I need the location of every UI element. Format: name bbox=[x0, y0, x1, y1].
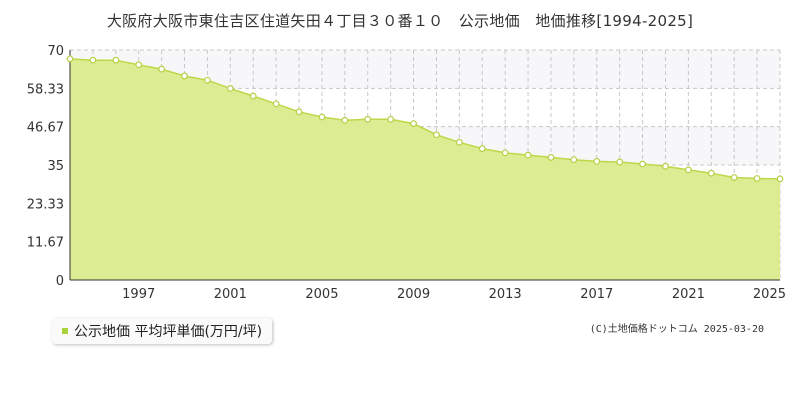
data-point bbox=[662, 162, 669, 170]
y-tick-label: 35 bbox=[47, 159, 64, 174]
y-tick-label: 46.67 bbox=[27, 121, 64, 136]
series-line bbox=[69, 58, 781, 180]
x-tick-label: 2009 bbox=[397, 287, 430, 302]
data-point bbox=[410, 120, 417, 127]
data-points bbox=[66, 55, 784, 183]
x-tick-label: 2017 bbox=[580, 287, 613, 302]
data-point bbox=[616, 158, 624, 166]
legend-label: 公示地価 平均坪単価(万円/坪) bbox=[74, 324, 263, 340]
data-point bbox=[272, 100, 280, 108]
data-point bbox=[707, 169, 715, 177]
x-tick-label: 2013 bbox=[489, 287, 522, 302]
legend-swatch bbox=[62, 328, 68, 334]
x-tick-label: 2025 bbox=[753, 287, 786, 302]
data-point bbox=[226, 85, 234, 92]
data-point bbox=[66, 55, 74, 63]
data-point bbox=[89, 56, 97, 64]
data-point bbox=[112, 56, 120, 64]
chart-title: 大阪府大阪市東住吉区住道矢田４丁目３０番１０ 公示地価 地価推移[1994-20… bbox=[106, 12, 694, 30]
legend: 公示地価 平均坪単価(万円/坪) bbox=[52, 318, 273, 344]
y-tick-labels: 0 11.67 23.33 35 46.67 58.33 70 bbox=[27, 44, 64, 289]
data-point bbox=[547, 154, 555, 161]
y-tick-label: 0 bbox=[56, 274, 64, 289]
x-tick-label: 2021 bbox=[672, 287, 705, 302]
data-point bbox=[249, 92, 257, 100]
data-point bbox=[318, 113, 326, 121]
data-point bbox=[570, 156, 578, 164]
x-tick-labels: 1997 2001 2005 2009 2013 2017 2021 2025 bbox=[122, 287, 786, 302]
x-tick-label: 2005 bbox=[305, 287, 338, 302]
data-point bbox=[684, 166, 692, 174]
data-point bbox=[753, 175, 761, 182]
data-point bbox=[204, 76, 211, 84]
data-point bbox=[730, 174, 738, 181]
data-point bbox=[478, 145, 486, 152]
data-point bbox=[158, 65, 166, 73]
data-point bbox=[524, 151, 532, 159]
credit-text: (C)土地価格ドットコム 2025-03-20 bbox=[589, 324, 764, 335]
y-tick-label: 70 bbox=[47, 44, 64, 59]
data-point bbox=[181, 72, 188, 80]
y-tick-label: 23.33 bbox=[27, 197, 64, 212]
y-tick-label: 58.33 bbox=[27, 82, 64, 97]
x-tick-label: 2001 bbox=[214, 287, 247, 302]
data-point bbox=[776, 175, 784, 183]
y-tick-label: 11.67 bbox=[27, 236, 64, 251]
data-point bbox=[433, 131, 440, 139]
axes bbox=[69, 50, 780, 281]
data-point bbox=[295, 108, 303, 116]
data-point bbox=[455, 138, 463, 146]
data-point bbox=[135, 61, 143, 69]
data-point bbox=[341, 116, 349, 124]
data-point bbox=[387, 115, 395, 123]
data-point bbox=[593, 157, 601, 165]
data-point bbox=[501, 149, 509, 157]
data-point bbox=[639, 160, 646, 168]
series-area bbox=[70, 58, 780, 281]
x-tick-label: 1997 bbox=[122, 287, 155, 302]
data-point bbox=[364, 115, 372, 123]
